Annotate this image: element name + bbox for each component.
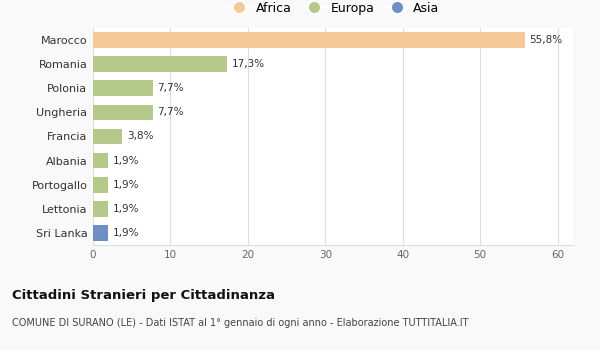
Text: 7,7%: 7,7% [157, 107, 184, 117]
Text: COMUNE DI SURANO (LE) - Dati ISTAT al 1° gennaio di ogni anno - Elaborazione TUT: COMUNE DI SURANO (LE) - Dati ISTAT al 1°… [12, 318, 469, 329]
Text: 1,9%: 1,9% [112, 180, 139, 190]
Bar [93, 32, 525, 48]
Bar [93, 225, 108, 241]
Bar [93, 129, 122, 144]
Text: 7,7%: 7,7% [157, 83, 184, 93]
Bar [93, 177, 108, 192]
Bar [93, 201, 108, 217]
Bar [93, 56, 227, 72]
Text: 1,9%: 1,9% [112, 204, 139, 214]
Text: Cittadini Stranieri per Cittadinanza: Cittadini Stranieri per Cittadinanza [12, 289, 275, 302]
Text: 1,9%: 1,9% [112, 156, 139, 166]
Text: 3,8%: 3,8% [127, 132, 154, 141]
Text: 1,9%: 1,9% [112, 228, 139, 238]
Text: 55,8%: 55,8% [530, 35, 563, 45]
Legend: Africa, Europa, Asia: Africa, Europa, Asia [227, 2, 439, 15]
Bar [93, 80, 152, 96]
Bar [93, 105, 152, 120]
Text: 17,3%: 17,3% [232, 59, 265, 69]
Bar [93, 153, 108, 168]
